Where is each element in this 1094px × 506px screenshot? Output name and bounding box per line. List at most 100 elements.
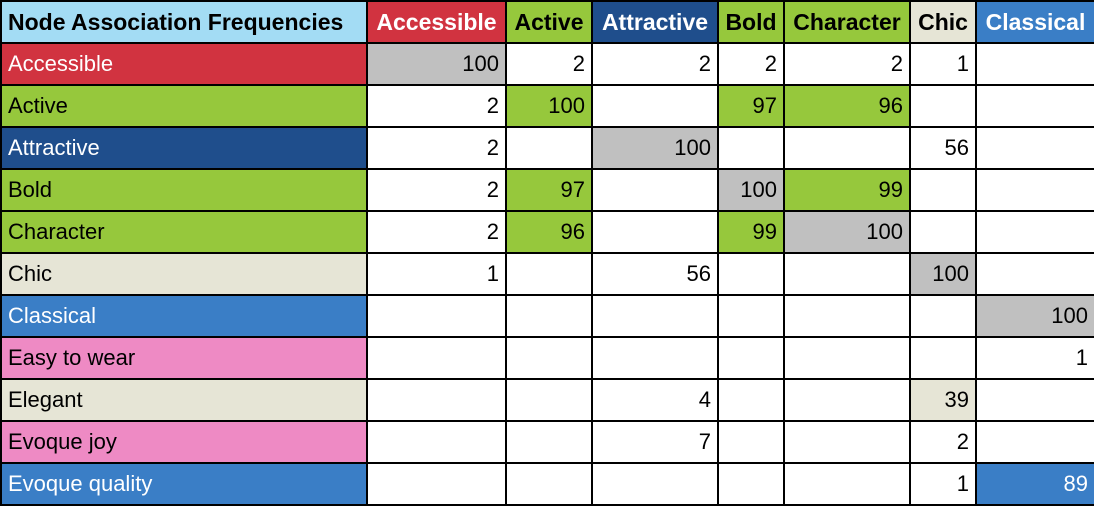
table-cell [909, 84, 977, 128]
table-cell [909, 294, 977, 338]
row-header-character: Character [0, 210, 368, 254]
table-row: Chic 1 56 100 [0, 252, 1094, 296]
table-cell [366, 420, 507, 464]
table-cell: 97 [505, 168, 593, 212]
table-cell: 1 [909, 42, 977, 86]
table-cell [591, 168, 719, 212]
table-cell: 2 [783, 42, 911, 86]
column-header-bold: Bold [717, 0, 785, 44]
table-cell [591, 294, 719, 338]
table-cell [505, 420, 593, 464]
header-row: Node Association Frequencies Accessible A… [0, 0, 1094, 44]
table-row: Active 2 100 97 96 [0, 84, 1094, 128]
table-cell [366, 378, 507, 422]
column-header-accessible: Accessible [366, 0, 507, 44]
row-header-classical: Classical [0, 294, 368, 338]
table-cell [783, 336, 911, 380]
table-cell [717, 252, 785, 296]
table-cell [975, 84, 1094, 128]
table-cell: 2 [717, 42, 785, 86]
table-row: Character 2 96 99 100 [0, 210, 1094, 254]
table-cell [783, 462, 911, 506]
table-cell: 2 [366, 84, 507, 128]
table-cell [717, 126, 785, 170]
table-cell: 2 [505, 42, 593, 86]
table-cell: 89 [975, 462, 1094, 506]
column-header-character: Character [783, 0, 911, 44]
table-cell [909, 210, 977, 254]
table-cell: 2 [909, 420, 977, 464]
table-cell [783, 294, 911, 338]
table-cell [783, 252, 911, 296]
table-cell: 56 [591, 252, 719, 296]
table-cell: 1 [909, 462, 977, 506]
table-cell: 4 [591, 378, 719, 422]
table-cell: 56 [909, 126, 977, 170]
table-cell [909, 168, 977, 212]
table-cell: 100 [717, 168, 785, 212]
table-cell [366, 294, 507, 338]
table-cell: 2 [366, 168, 507, 212]
row-header-elegant: Elegant [0, 378, 368, 422]
row-header-bold: Bold [0, 168, 368, 212]
table-cell [505, 336, 593, 380]
table-cell: 100 [505, 84, 593, 128]
table-row: Elegant 4 39 [0, 378, 1094, 422]
table-cell [591, 84, 719, 128]
table-row: Bold 2 97 100 99 [0, 168, 1094, 212]
table-cell [717, 462, 785, 506]
row-header-easy-to-wear: Easy to wear [0, 336, 368, 380]
table-row: Easy to wear 1 [0, 336, 1094, 380]
table-cell: 100 [591, 126, 719, 170]
table-cell [783, 420, 911, 464]
table-cell [909, 336, 977, 380]
table-body: Accessible 100 2 2 2 2 1 Active 2 100 97 96 Attracti… [0, 42, 1094, 506]
table-cell [591, 462, 719, 506]
column-header-attractive: Attractive [591, 0, 719, 44]
table-cell [717, 294, 785, 338]
table-cell: 97 [717, 84, 785, 128]
table-cell: 100 [783, 210, 911, 254]
table-cell [505, 252, 593, 296]
table-cell: 1 [975, 336, 1094, 380]
table-cell [505, 294, 593, 338]
table-cell: 7 [591, 420, 719, 464]
table-cell [975, 168, 1094, 212]
table-row: Attractive 2 100 56 [0, 126, 1094, 170]
table-cell: 100 [366, 42, 507, 86]
table-cell [366, 462, 507, 506]
table-cell: 2 [591, 42, 719, 86]
table-cell [505, 378, 593, 422]
column-header-classical: Classical [975, 0, 1094, 44]
table-cell: 2 [366, 126, 507, 170]
table-cell: 99 [783, 168, 911, 212]
table-row: Evoque quality 1 89 [0, 462, 1094, 506]
table-cell [717, 378, 785, 422]
table-cell [975, 210, 1094, 254]
table-cell [975, 126, 1094, 170]
table-cell [591, 210, 719, 254]
row-header-chic: Chic [0, 252, 368, 296]
table-row: Classical 100 [0, 294, 1094, 338]
table-row: Evoque joy 7 2 [0, 420, 1094, 464]
table-cell: 100 [975, 294, 1094, 338]
table-cell [505, 462, 593, 506]
column-header-active: Active [505, 0, 593, 44]
row-header-active: Active [0, 84, 368, 128]
table-cell [717, 420, 785, 464]
table-cell [717, 336, 785, 380]
table-cell: 1 [366, 252, 507, 296]
table-cell [783, 126, 911, 170]
table-cell [975, 252, 1094, 296]
table-cell [975, 420, 1094, 464]
table-cell: 2 [366, 210, 507, 254]
row-header-evoque-joy: Evoque joy [0, 420, 368, 464]
table-cell [783, 378, 911, 422]
column-header-chic: Chic [909, 0, 977, 44]
table-cell: 96 [505, 210, 593, 254]
row-header-attractive: Attractive [0, 126, 368, 170]
table-row: Accessible 100 2 2 2 2 1 [0, 42, 1094, 86]
row-header-accessible: Accessible [0, 42, 368, 86]
table-cell: 99 [717, 210, 785, 254]
